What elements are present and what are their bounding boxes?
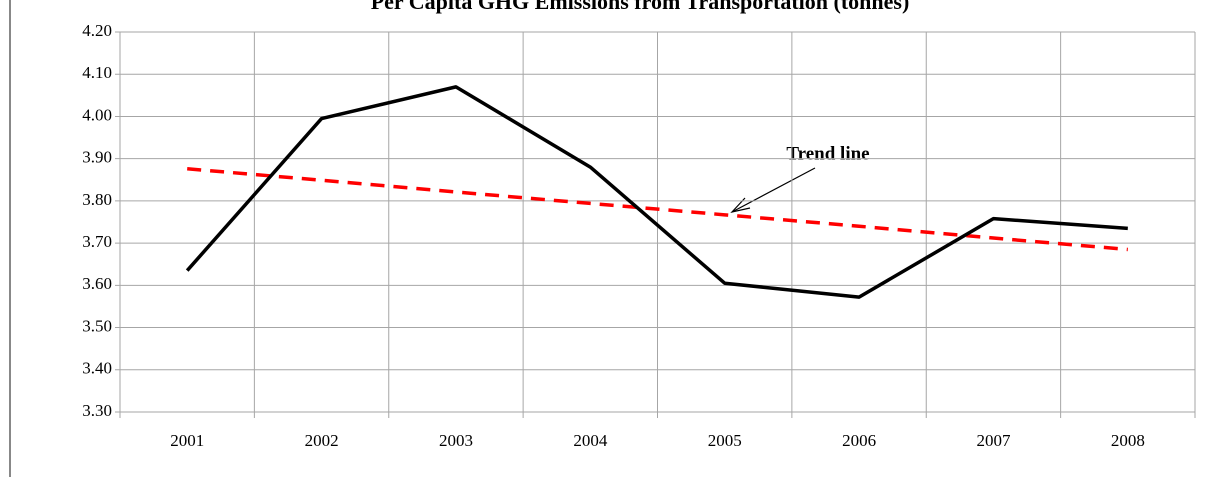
x-tick-label: 2004 [573,431,608,450]
x-tick-label: 2008 [1111,431,1145,450]
y-tick-label: 3.50 [82,316,112,335]
x-tick-label: 2007 [976,431,1011,450]
y-tick-label: 3.90 [82,148,112,167]
y-tick-label: 3.30 [82,401,112,420]
chart-title: Per Capita GHG Emissions from Transporta… [371,0,910,14]
y-tick-label: 3.70 [82,232,112,251]
annotation-arrowhead [730,197,751,214]
y-tick-label: 3.80 [82,190,112,209]
annotation-arrow [731,167,816,213]
data-line [185,85,1128,299]
y-tick-label: 4.00 [82,105,112,124]
x-tick-label: 2006 [842,431,876,450]
x-tick-label: 2003 [439,431,473,450]
x-tick-label: 2001 [170,431,204,450]
x-tick-label: 2002 [305,431,339,450]
trend-line [187,167,1128,252]
x-tick-label: 2005 [708,431,742,450]
y-tick-label: 4.20 [82,21,112,40]
y-tick-label: 3.60 [82,274,112,293]
y-tick-label: 3.40 [82,359,112,378]
annotation: Trend line [786,143,869,164]
y-tick-label: 4.10 [82,63,112,82]
